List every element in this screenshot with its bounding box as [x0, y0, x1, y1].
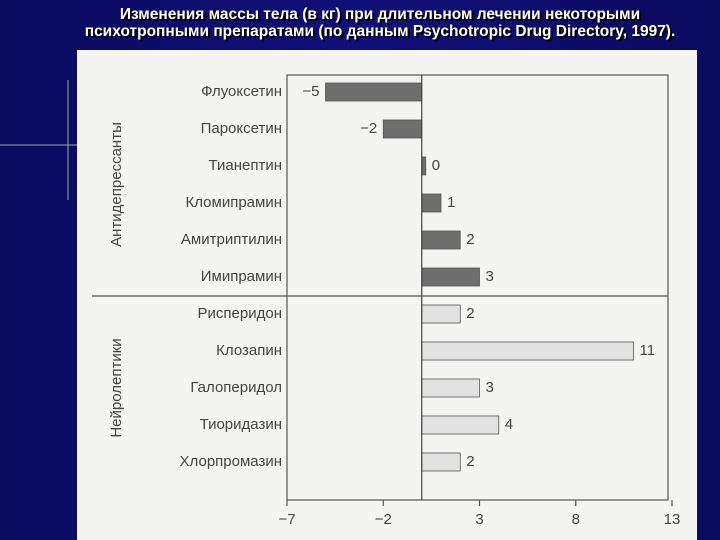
value-label: 0	[432, 157, 440, 174]
value-label: 3	[486, 379, 494, 396]
value-label: 2	[466, 305, 474, 322]
bar	[421, 304, 461, 324]
category-label: Флуоксетин	[201, 83, 282, 100]
bar	[421, 378, 480, 398]
bar	[421, 193, 442, 213]
bar	[421, 452, 461, 472]
value-label: 4	[505, 416, 513, 433]
x-tick-label: 13	[664, 511, 681, 528]
category-label: Хлорпромазин	[180, 453, 282, 470]
category-label: Амитриптилин	[181, 231, 282, 248]
bar	[421, 415, 500, 435]
category-label: Тиоридазин	[200, 416, 282, 433]
category-label: Галоперидол	[190, 379, 282, 396]
x-tick-label: 8	[572, 511, 580, 528]
category-label: Рисперидон	[198, 305, 282, 322]
plot-frame	[286, 74, 669, 501]
bar	[421, 230, 461, 250]
value-label: −2	[360, 120, 377, 137]
group-label: Нейролептики	[108, 338, 125, 437]
group-label: Антидепрессанты	[108, 122, 125, 247]
category-label: Пароксетин	[201, 120, 282, 137]
value-label: 2	[466, 231, 474, 248]
value-label: 2	[466, 453, 474, 470]
value-label: 1	[447, 194, 455, 211]
x-tick-label: −7	[278, 511, 295, 528]
bar	[421, 341, 634, 361]
bar	[421, 267, 480, 287]
value-label: 3	[486, 268, 494, 285]
value-label: 11	[640, 342, 656, 359]
value-label: −5	[302, 83, 319, 100]
bar	[325, 82, 423, 102]
category-label: Имипрамин	[201, 268, 282, 285]
bar	[382, 119, 423, 139]
category-label: Клозапин	[216, 342, 282, 359]
category-label: Тианептин	[208, 157, 282, 174]
slide-title: Изменения массы тела (в кг) при длительн…	[84, 6, 676, 40]
x-tick-label: 3	[475, 511, 483, 528]
category-label: Кломипрамин	[186, 194, 282, 211]
x-tick-label: −2	[375, 511, 392, 528]
